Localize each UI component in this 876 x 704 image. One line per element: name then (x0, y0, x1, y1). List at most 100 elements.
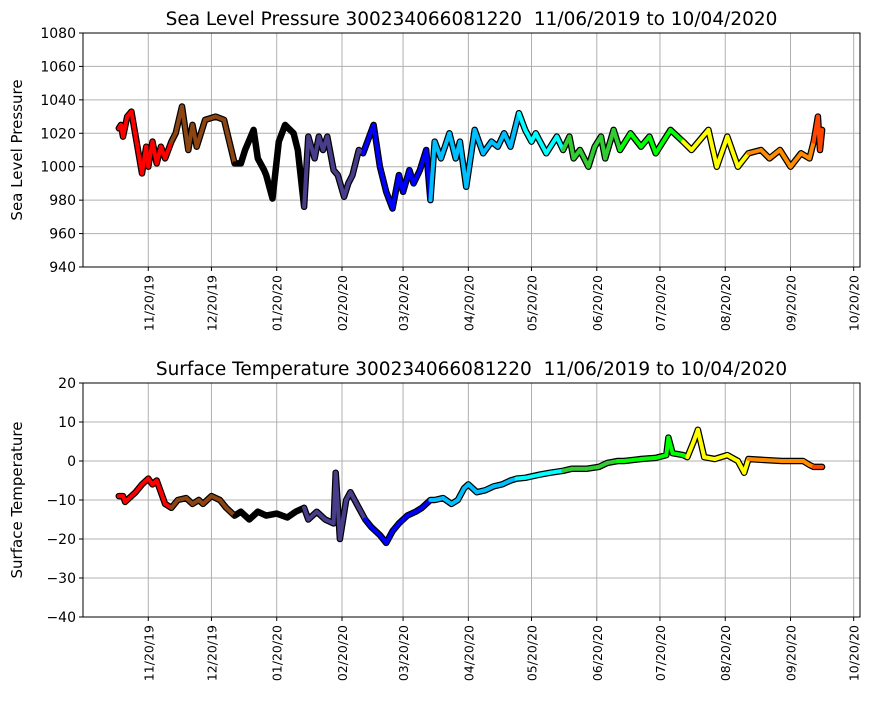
data-segment (194, 117, 208, 149)
data-segment (335, 173, 347, 199)
data-segment (377, 164, 389, 194)
y-tick-label: 20 (58, 376, 76, 392)
data-segment (390, 173, 401, 211)
data-segment (523, 472, 542, 480)
x-tick-label: 10/20/20 (847, 275, 862, 331)
data-segment (348, 490, 361, 510)
data-segment (746, 457, 764, 462)
data-segment (438, 131, 452, 161)
data-segment (179, 104, 191, 152)
data-segment (548, 468, 566, 475)
x-tick-label: 02/20/20 (335, 275, 350, 331)
x-tick-label: 12/20/19 (204, 275, 219, 331)
y-tick-label: 0 (67, 454, 76, 470)
data-segment (689, 127, 711, 152)
data-segment (777, 148, 793, 169)
data-segment (516, 111, 528, 132)
x-tick-label: 05/20/20 (525, 625, 540, 681)
data-segment (428, 139, 437, 203)
x-tick-label: 01/20/20 (270, 275, 285, 331)
data-segment (276, 122, 288, 144)
x-tick-label: 04/20/20 (461, 625, 476, 681)
y-tick-label: 980 (49, 193, 76, 209)
data-segment (622, 457, 644, 463)
chart-title: Sea Level Pressure 300234066081220 11/06… (166, 9, 778, 30)
data-segment (411, 168, 422, 186)
y-axis-label: Sea Level Pressure (8, 79, 26, 220)
y-tick-label: 1080 (40, 26, 76, 42)
data-segment (464, 127, 477, 189)
data-segment (401, 168, 412, 194)
data-segment (706, 127, 719, 169)
data-segment (123, 490, 138, 504)
x-tick-label: 02/20/20 (335, 625, 350, 681)
data-segment (154, 478, 163, 495)
data-segment (668, 127, 686, 144)
data-segment (371, 122, 382, 169)
x-tick-label: 06/20/20 (590, 625, 605, 681)
y-tick-label: 1060 (40, 59, 76, 75)
data-segment (533, 131, 549, 156)
data-segment (356, 505, 368, 522)
data-segment (457, 139, 469, 189)
data-segment (788, 151, 804, 169)
data-segment (767, 148, 782, 161)
data-segment (455, 486, 467, 502)
data-segment (129, 109, 144, 176)
data-segment (647, 134, 658, 156)
data-segment (617, 131, 633, 152)
x-tick-label: 01/20/20 (270, 625, 285, 681)
x-tick-label: 10/20/20 (847, 625, 862, 681)
y-tick-label: 960 (49, 227, 76, 243)
y-tick-label: 10 (58, 415, 76, 431)
x-tick-label: 03/20/20 (396, 275, 411, 331)
data-segment (695, 427, 707, 460)
data-segment (639, 455, 658, 462)
data-segment (666, 435, 675, 456)
data-segment (567, 134, 576, 161)
y-tick-label: 1020 (40, 126, 76, 142)
y-tick-label: 1040 (40, 93, 76, 109)
x-tick-label: 11/20/19 (141, 625, 156, 681)
data-segment (508, 111, 521, 149)
data-segment (725, 134, 740, 169)
data-segment (255, 156, 267, 173)
y-tick-label: 940 (49, 260, 76, 276)
x-tick-label: 05/20/20 (525, 275, 540, 331)
y-tick-label: −10 (46, 493, 76, 509)
data-segment (742, 457, 751, 475)
data-segment (121, 114, 130, 139)
data-segment (735, 151, 751, 169)
data-segment (759, 457, 785, 463)
data-segment (222, 117, 237, 166)
x-tick-label: 11/20/19 (141, 275, 156, 331)
data-segment (628, 131, 644, 149)
x-tick-label: 06/20/20 (590, 275, 605, 331)
x-tick-label: 07/20/20 (653, 625, 668, 681)
data-segment (577, 148, 591, 169)
data-segment (611, 127, 622, 152)
data-segment (291, 131, 300, 152)
data-segment (685, 439, 696, 460)
data-segment (163, 139, 174, 161)
x-tick-label: 07/20/20 (653, 275, 668, 331)
data-segment (302, 134, 311, 209)
x-tick-label: 12/20/19 (204, 625, 219, 681)
data-segment (333, 470, 342, 541)
data-segment (714, 134, 730, 169)
data-segment (270, 139, 281, 201)
x-tick-label: 08/20/20 (718, 625, 733, 681)
y-tick-label: 1000 (40, 160, 76, 176)
y-tick-label: −30 (46, 571, 76, 587)
y-tick-label: −20 (46, 532, 76, 548)
data-segment (544, 134, 559, 156)
data-segment (653, 127, 673, 156)
data-segment (603, 127, 616, 161)
x-tick-label: 03/20/20 (396, 625, 411, 681)
data-segment (325, 134, 336, 173)
chart-title: Surface Temperature 300234066081220 11/0… (156, 359, 787, 380)
x-tick-label: 09/20/20 (784, 625, 799, 681)
data-segment (817, 127, 825, 152)
axes-frame (82, 32, 861, 268)
